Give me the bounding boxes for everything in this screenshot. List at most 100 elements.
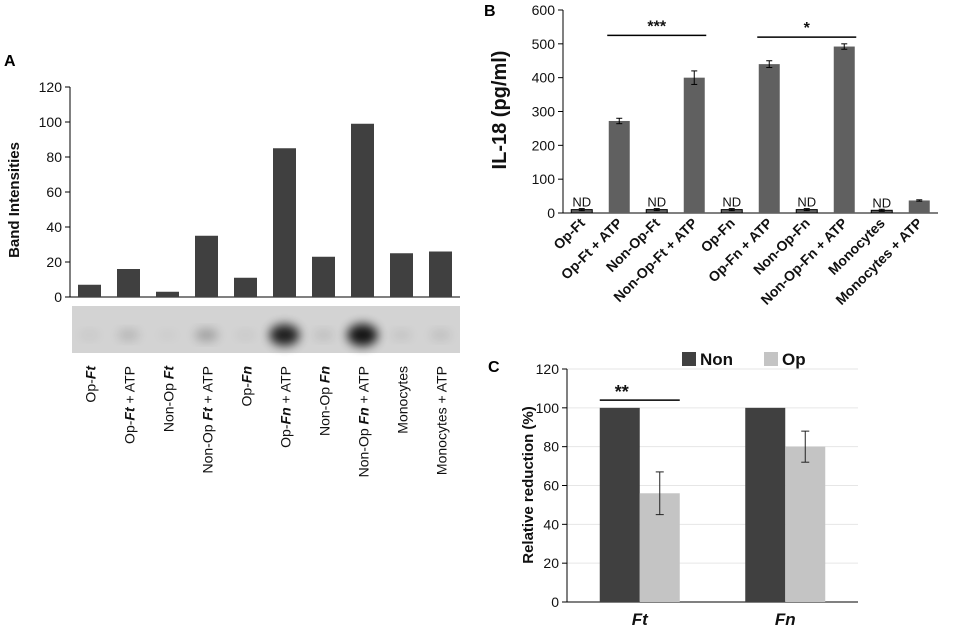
panel-a-x-tick-label-part: Ft — [161, 365, 177, 380]
panel-c-y-tick-label: 100 — [536, 400, 560, 416]
panel-a-x-tick-label-part: Non-Op — [356, 424, 372, 477]
panel-a-x-tick-label-part: Fn — [356, 407, 372, 424]
panel-b-bars: ND ND ND ND ND — [570, 43, 930, 214]
panel-c-x-tick-label: Fn — [775, 610, 796, 629]
panel-b-nd-label: ND — [722, 195, 741, 210]
panel-c-y-tick-label: 60 — [543, 478, 559, 494]
panel-a-x-tick-label-part: Op- — [83, 379, 99, 403]
panel-a-x-tick-label: Non-Op Fn + ATP — [356, 366, 372, 477]
blot-band — [157, 331, 177, 339]
panel-b-y-tick-label: 0 — [547, 205, 555, 221]
panel-a-y-tick-label: 100 — [39, 114, 63, 130]
panel-a-x-tick-label-part: + ATP — [122, 366, 138, 407]
western-blot-bands — [79, 323, 452, 347]
panel-b-nd-label: ND — [572, 195, 591, 210]
panel-a-x-tick-label-part: Monocytes + ATP — [434, 366, 450, 475]
panel-b-y-tick-label: 500 — [532, 36, 556, 52]
panel-a-x-tick-label-part: Op- — [122, 420, 138, 444]
panel-c-chart: 0 20 40 60 80 100 120 ** Non Op Ft Fn Relative r… — [520, 350, 858, 629]
panel-a-x-tick-label-part: Non-Op — [317, 383, 333, 436]
panel-c-y-tick-label: 0 — [551, 594, 559, 610]
panel-a-x-tick-label: Non-Op Fn — [317, 366, 333, 436]
panel-a-axes: 0 20 40 60 80 100 120 — [39, 79, 460, 305]
panel-a-bar — [273, 148, 296, 297]
blot-band — [117, 329, 140, 341]
panel-a-x-tick-label: Op-Fn + ATP — [278, 366, 294, 448]
panel-a-bar — [312, 256, 335, 297]
panel-b-label: B — [484, 3, 496, 20]
panel-b-bar — [758, 64, 780, 213]
panel-a-x-tick-label-part: Monocytes — [395, 366, 411, 434]
panel-a-x-tick-label: Non-Op Ft + ATP — [200, 366, 216, 474]
panel-c-y-label: Relative reduction (%) — [520, 406, 537, 564]
panel-a-x-tick-label: Monocytes + ATP — [434, 366, 450, 475]
panel-b-significance-stars: * — [804, 20, 811, 37]
panel-b-bar — [608, 120, 630, 213]
panel-a-y-tick-label: 60 — [46, 184, 62, 200]
panel-c-label: C — [488, 359, 500, 376]
panel-a-x-tick-label-part: Fn — [317, 366, 333, 383]
panel-a-y-tick-label: 20 — [46, 254, 62, 270]
panel-a-x-tick-label-part: Ft — [122, 406, 138, 421]
panel-a-bars — [78, 123, 452, 297]
panel-a-x-tick-label: Non-Op Ft — [161, 365, 177, 432]
panel-a-x-tick-label-part: Op- — [239, 383, 255, 407]
panel-a-x-tick-label-part: Fn — [239, 366, 255, 383]
panel-a-y-tick-label: 0 — [54, 289, 62, 305]
panel-a-bar — [195, 235, 218, 297]
panel-c-legend-swatch — [764, 352, 778, 366]
panel-a-label: A — [4, 53, 16, 70]
panel-a-x-tick-label-part: Ft — [200, 406, 216, 421]
panel-b-significance-stars: *** — [647, 18, 666, 35]
panel-c-bar-non — [599, 407, 640, 602]
panel-b-significance: *** * — [607, 18, 857, 38]
panel-a-y-tick-label: 40 — [46, 219, 62, 235]
panel-a-bar — [390, 253, 413, 297]
panel-c-legend-label: Op — [782, 350, 806, 369]
panel-a-x-tick-label-part: Fn — [278, 407, 294, 424]
panel-a-x-tick-label: Monocytes — [395, 366, 411, 434]
panel-a-x-tick-label-part: + ATP — [356, 366, 372, 407]
panel-b-axes: 0 100 200 300 400 500 600 — [532, 2, 938, 221]
panel-c-y-tick-label: 40 — [543, 516, 559, 532]
panel-b-y-tick-label: 600 — [532, 2, 556, 18]
panel-c-x-tick-label: Ft — [632, 610, 649, 629]
panel-a-bar — [351, 123, 374, 297]
panel-a-y-label: Band Intensities — [6, 142, 23, 258]
western-blot-strip — [72, 306, 460, 353]
panel-c-legend-label: Non — [700, 350, 733, 369]
panel-b-y-tick-label: 300 — [532, 104, 556, 120]
blot-band — [312, 330, 335, 340]
panel-b-bar — [908, 200, 930, 213]
panel-b-nd-label: ND — [797, 195, 816, 210]
panel-a-x-tick-label: Op-Fn — [239, 366, 255, 406]
blot-band — [391, 330, 412, 340]
panel-a-x-tick-label: Op-Ft — [83, 365, 99, 403]
panel-c-bars: ** — [599, 382, 826, 602]
panel-c-y-tick-label: 20 — [543, 555, 559, 571]
panel-a-bar — [234, 277, 257, 297]
panel-a-x-tick-label-part: Ft — [83, 365, 99, 380]
panel-a-bar — [429, 251, 452, 297]
blot-band — [79, 330, 100, 340]
panel-a-bar — [117, 269, 140, 297]
panel-c-y-tick-label: 120 — [536, 361, 560, 377]
panel-c-y-tick-label: 80 — [543, 439, 559, 455]
panel-a-x-tick-label: Op-Ft + ATP — [122, 366, 138, 444]
panel-a-x-tick-label-part: + ATP — [278, 366, 294, 407]
panel-a-x-tick-label-part: Op- — [278, 424, 294, 448]
panel-a-x-tick-label-part: + ATP — [200, 366, 216, 407]
panel-a-bar — [78, 284, 101, 297]
panel-b-y-tick-label: 400 — [532, 70, 556, 86]
blot-band — [195, 329, 218, 341]
panel-a-bar — [156, 291, 179, 297]
panel-b-nd-label: ND — [872, 195, 891, 210]
panel-c-x-labels: Ft Fn — [632, 610, 796, 629]
panel-b-y-tick-label: 200 — [532, 137, 556, 153]
panel-b-bar — [833, 46, 855, 213]
